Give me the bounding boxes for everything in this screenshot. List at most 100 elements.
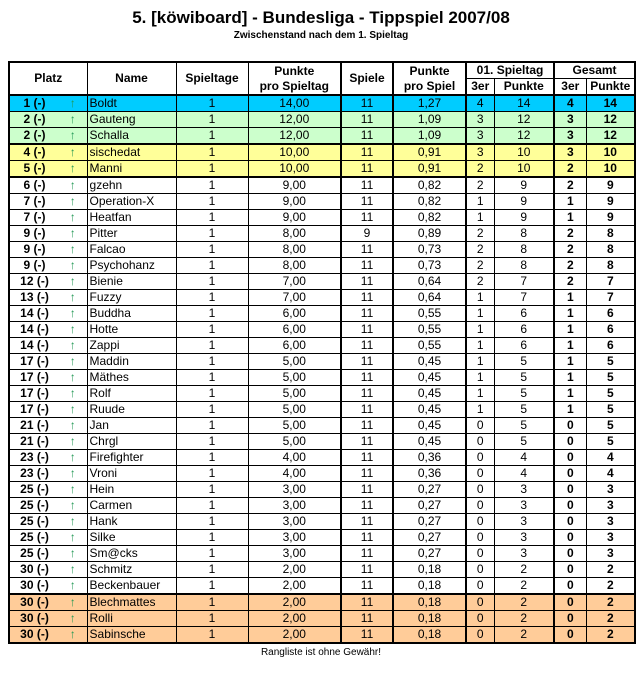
cell-spiele: 11 <box>340 610 394 627</box>
cell-spieltage: 1 <box>175 160 249 178</box>
cell-spieltag-3er: 0 <box>465 529 495 546</box>
arrow-up-icon: ↑ <box>59 337 88 354</box>
cell-rank: 23 (-) <box>8 465 59 482</box>
cell-spieltag-3er: 1 <box>465 385 495 402</box>
header-pps-line1: Punkte <box>274 63 315 78</box>
cell-spieltag-3er: 3 <box>465 111 495 128</box>
arrow-up-icon: ↑ <box>59 529 88 546</box>
cell-punkte-pro-spiel: 1,09 <box>392 111 467 128</box>
arrow-up-icon: ↑ <box>59 593 88 611</box>
table-row: 4 (-) ↑ sischedat 1 10,00 11 0,91 3 10 3 10 <box>8 143 636 161</box>
cell-gesamt-3er: 1 <box>553 305 587 322</box>
cell-rank: 17 (-) <box>8 401 59 418</box>
arrow-up-icon: ↑ <box>59 241 88 258</box>
arrow-up-icon: ↑ <box>59 561 88 578</box>
table-row: 25 (-) ↑ Silke 1 3,00 11 0,27 0 3 0 3 <box>8 529 636 546</box>
cell-spieltag-3er: 1 <box>465 193 495 210</box>
cell-punkte-pro-spiel: 0,64 <box>392 273 467 290</box>
cell-gesamt-punkte: 6 <box>585 337 636 354</box>
cell-rank: 2 (-) <box>8 127 59 145</box>
arrow-up-icon: ↑ <box>59 385 88 402</box>
cell-name: Chrgl <box>86 433 177 450</box>
cell-gesamt-punkte: 2 <box>585 593 636 611</box>
cell-spiele: 11 <box>340 401 394 418</box>
cell-spieltag-3er: 0 <box>465 465 495 482</box>
cell-gesamt-punkte: 12 <box>585 127 636 145</box>
cell-name: Carmen <box>86 497 177 514</box>
table-row: 9 (-) ↑ Pitter 1 8,00 9 0,89 2 8 2 8 <box>8 225 636 242</box>
table-row: 30 (-) ↑ Rolli 1 2,00 11 0,18 0 2 0 2 <box>8 610 636 627</box>
cell-spieltag-3er: 0 <box>465 561 495 578</box>
cell-spiele: 11 <box>340 561 394 578</box>
cell-gesamt-3er: 0 <box>553 593 587 611</box>
cell-spieltag-3er: 1 <box>465 401 495 418</box>
cell-gesamt-3er: 0 <box>553 481 587 498</box>
cell-gesamt-punkte: 5 <box>585 353 636 370</box>
cell-spieltag-3er: 1 <box>465 209 495 226</box>
cell-gesamt-punkte: 4 <box>585 465 636 482</box>
cell-spieltag-punkte: 8 <box>493 257 555 274</box>
cell-spieltage: 1 <box>175 143 249 161</box>
cell-punkte-pro-spiel: 0,55 <box>392 321 467 338</box>
cell-gesamt-punkte: 5 <box>585 401 636 418</box>
cell-spieltage: 1 <box>175 449 249 466</box>
cell-rank: 9 (-) <box>8 225 59 242</box>
cell-spiele: 11 <box>340 94 394 112</box>
cell-spieltag-punkte: 5 <box>493 353 555 370</box>
cell-punkte-pro-spieltag: 7,00 <box>247 289 342 306</box>
cell-name: Blechmattes <box>86 593 177 611</box>
cell-punkte-pro-spiel: 0,45 <box>392 369 467 386</box>
cell-gesamt-3er: 0 <box>553 626 587 644</box>
arrow-up-icon: ↑ <box>59 273 88 290</box>
cell-name: Beckenbauer <box>86 577 177 595</box>
cell-rank: 25 (-) <box>8 529 59 546</box>
cell-spieltag-3er: 0 <box>465 577 495 595</box>
arrow-up-icon: ↑ <box>59 353 88 370</box>
cell-spiele: 11 <box>340 626 394 644</box>
cell-name: Rolli <box>86 610 177 627</box>
cell-name: Gauteng <box>86 111 177 128</box>
cell-punkte-pro-spiel: 0,45 <box>392 401 467 418</box>
cell-spiele: 11 <box>340 417 394 434</box>
cell-gesamt-3er: 1 <box>553 289 587 306</box>
cell-punkte-pro-spiel: 0,18 <box>392 593 467 611</box>
cell-name: Operation-X <box>86 193 177 210</box>
cell-rank: 30 (-) <box>8 577 59 595</box>
cell-spieltage: 1 <box>175 610 249 627</box>
arrow-up-icon: ↑ <box>59 305 88 322</box>
cell-gesamt-punkte: 3 <box>585 529 636 546</box>
cell-rank: 14 (-) <box>8 321 59 338</box>
cell-punkte-pro-spieltag: 6,00 <box>247 305 342 322</box>
cell-punkte-pro-spieltag: 4,00 <box>247 449 342 466</box>
cell-spiele: 11 <box>340 545 394 562</box>
cell-spieltage: 1 <box>175 273 249 290</box>
header-gesamt: Gesamt <box>553 61 636 79</box>
cell-spieltag-punkte: 9 <box>493 193 555 210</box>
cell-rank: 21 (-) <box>8 417 59 434</box>
cell-spieltage: 1 <box>175 337 249 354</box>
cell-rank: 13 (-) <box>8 289 59 306</box>
cell-punkte-pro-spieltag: 10,00 <box>247 143 342 161</box>
cell-spieltage: 1 <box>175 433 249 450</box>
cell-spieltag-punkte: 2 <box>493 626 555 644</box>
cell-gesamt-punkte: 2 <box>585 610 636 627</box>
cell-spieltag-punkte: 10 <box>493 143 555 161</box>
header-spiele: Spiele <box>340 61 394 96</box>
cell-gesamt-punkte: 3 <box>585 481 636 498</box>
arrow-up-icon: ↑ <box>59 513 88 530</box>
table-row: 5 (-) ↑ Manni 1 10,00 11 0,91 2 10 2 10 <box>8 160 636 178</box>
cell-spieltag-punkte: 3 <box>493 497 555 514</box>
cell-name: Schmitz <box>86 561 177 578</box>
cell-spieltage: 1 <box>175 545 249 562</box>
standings-body: 1 (-) ↑ Boldt 1 14,00 11 1,27 4 14 4 14 2 (-) ↑ Gaute… <box>8 94 636 644</box>
table-row: 23 (-) ↑ Vroni 1 4,00 11 0,36 0 4 0 4 <box>8 465 636 482</box>
table-row: 14 (-) ↑ Hotte 1 6,00 11 0,55 1 6 1 6 <box>8 321 636 338</box>
cell-name: Psychohanz <box>86 257 177 274</box>
cell-punkte-pro-spiel: 0,89 <box>392 225 467 242</box>
arrow-up-icon: ↑ <box>59 545 88 562</box>
cell-gesamt-3er: 1 <box>553 337 587 354</box>
cell-rank: 25 (-) <box>8 513 59 530</box>
cell-punkte-pro-spiel: 0,18 <box>392 610 467 627</box>
cell-gesamt-3er: 3 <box>553 143 587 161</box>
cell-name: Firefighter <box>86 449 177 466</box>
